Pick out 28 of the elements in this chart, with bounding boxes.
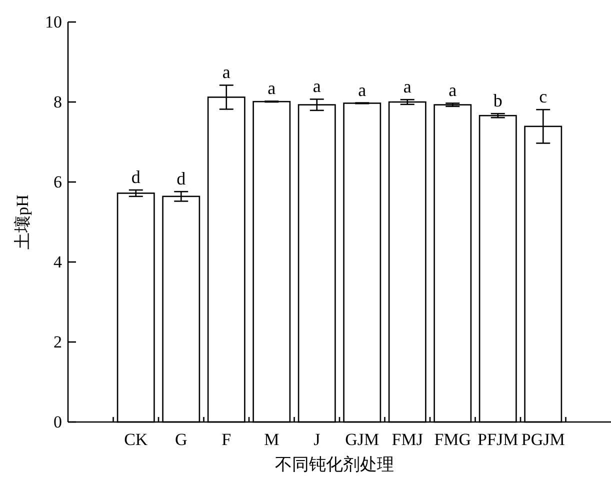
annotation: a: [268, 78, 276, 98]
annotation: a: [358, 80, 366, 100]
x-tick-label: GJM: [345, 430, 380, 449]
x-tick-label: FMJ: [392, 430, 424, 449]
annotation: b: [493, 90, 502, 111]
annotation: a: [312, 76, 321, 96]
x-tick-label: F: [222, 430, 232, 449]
y-tick-label: 6: [54, 172, 62, 192]
y-axis-title: 土壤pH: [13, 194, 32, 250]
x-tick-label: J: [314, 430, 321, 449]
x-tick-label: G: [174, 430, 188, 449]
x-tick-label: FMG: [434, 430, 472, 449]
annotation: d: [131, 167, 140, 187]
x-tick-label: M: [264, 430, 280, 449]
annotation: a: [448, 80, 457, 100]
x-tick-label: PFJM: [478, 430, 518, 449]
x-tick-label: PGJM: [521, 430, 565, 449]
x-tick-label: CK: [124, 430, 148, 449]
y-tick-label: 8: [54, 92, 62, 112]
annotation: c: [539, 86, 548, 107]
annotation: a: [403, 76, 412, 97]
annotation: a: [222, 62, 230, 82]
y-tick-label: 0: [54, 412, 62, 432]
annotation: d: [176, 168, 186, 189]
x-axis-title: 不同钝化剂处理: [275, 455, 394, 474]
y-tick-label: 2: [54, 332, 62, 352]
y-tick-label: 4: [54, 252, 62, 272]
y-tick-label: 10: [45, 12, 62, 32]
